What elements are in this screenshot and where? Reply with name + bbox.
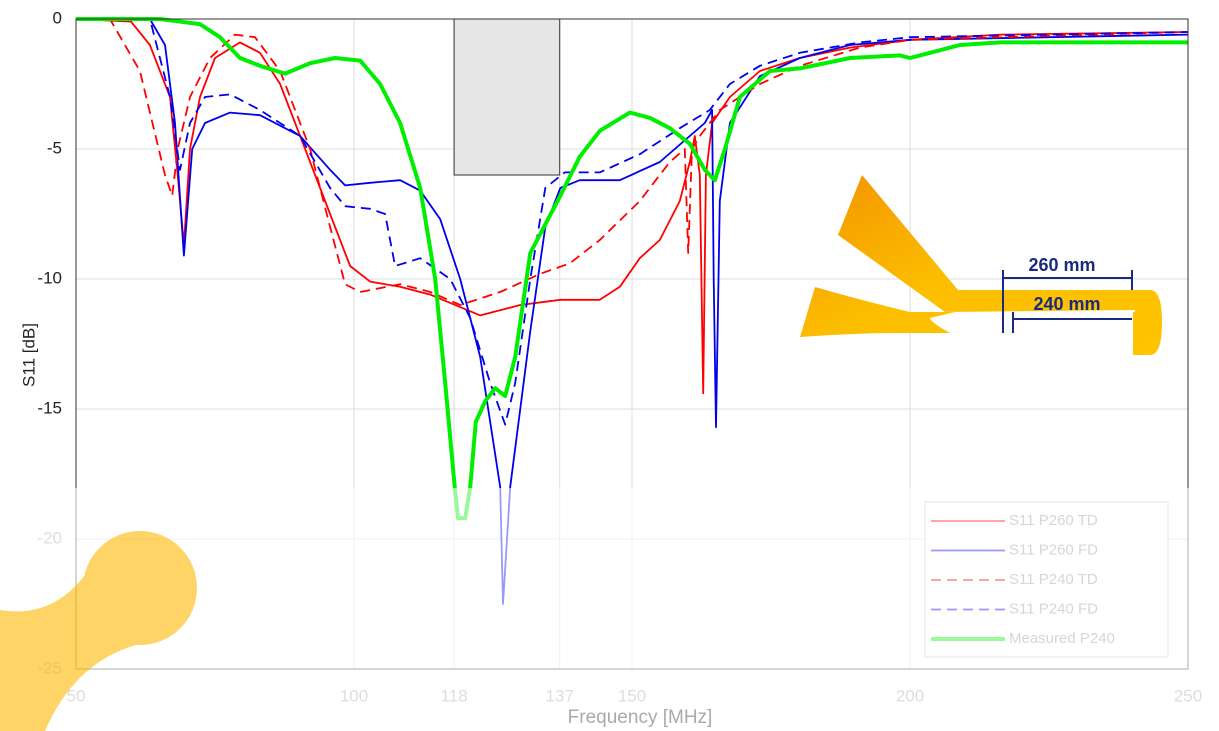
antenna-gap	[930, 312, 1133, 333]
fade-overlay	[0, 488, 1219, 731]
series-line	[75, 18, 1189, 395]
highlight-rect	[453, 18, 561, 176]
x-axis-label: Frequency [MHz]	[568, 707, 713, 728]
y-tick-label: -15	[37, 398, 62, 417]
y-axis-label: S11 [dB]	[19, 323, 38, 387]
dimension-lines	[1002, 270, 1133, 333]
inset-antenna: 260 mm 240 mm	[800, 175, 1162, 355]
series-line	[76, 18, 1189, 306]
antenna-shape	[800, 175, 1162, 355]
series-line	[76, 18, 1189, 426]
y-tick-label: -10	[37, 268, 62, 287]
decor-blob	[0, 531, 197, 731]
y-tick-label: 0	[53, 8, 62, 27]
inset-label: 260 mm	[1028, 255, 1095, 275]
highlight-band	[453, 18, 561, 176]
series-line	[76, 17, 1188, 521]
inset-label: 240 mm	[1033, 294, 1100, 314]
y-tick-label: -5	[47, 138, 62, 157]
